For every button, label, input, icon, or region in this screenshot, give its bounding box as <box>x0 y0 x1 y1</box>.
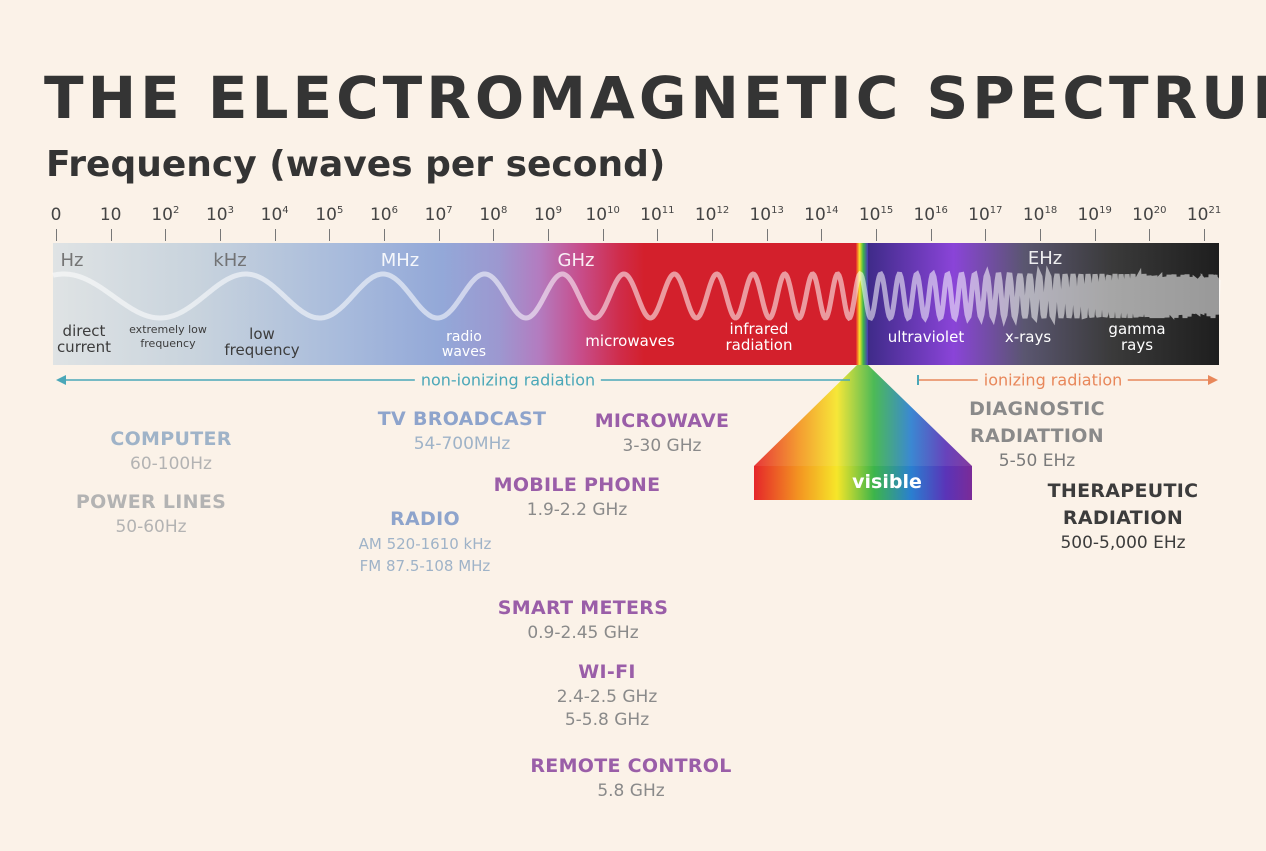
axis-tick-mark <box>985 229 987 241</box>
axis-tick-label: 103 <box>205 205 235 225</box>
unit-hz: Hz <box>60 250 84 271</box>
axis-tick-mark <box>493 229 495 241</box>
axis-tick-label: 1013 <box>749 205 784 225</box>
band-ultraviolet: ultraviolet <box>887 328 965 346</box>
app-remote-control: REMOTE CONTROL 5.8 GHz <box>530 755 732 801</box>
unit-mhz: MHz <box>380 250 420 271</box>
page-subtitle: Frequency (waves per second) <box>46 144 666 185</box>
axis-tick-label: 104 <box>260 205 289 225</box>
axis-tick-label: 105 <box>315 205 344 225</box>
axis-tick-label: 1011 <box>640 205 675 225</box>
band-direct-current: direct current <box>56 322 112 356</box>
axis-tick-mark <box>329 229 331 241</box>
axis-tick-label: 1014 <box>804 205 839 225</box>
wave-line <box>52 265 1221 327</box>
band-infrared: infrared radiation <box>725 320 793 354</box>
axis-tick-label: 10 <box>99 205 122 225</box>
app-radio: RADIO AM 520-1610 kHz FM 87.5-108 MHz <box>358 508 492 575</box>
axis-tick-mark <box>712 229 713 241</box>
axis-tick-mark <box>766 229 768 241</box>
band-visible: visible <box>852 471 922 493</box>
axis-tick-mark <box>1094 229 1096 241</box>
axis-tick-label: 1020 <box>1132 205 1167 225</box>
axis-tick-label: 109 <box>533 205 563 225</box>
app-tv-broadcast: TV BROADCAST 54-700MHz <box>377 408 547 454</box>
axis-tick-label: 0 <box>50 205 62 225</box>
band-extremely-low-frequency: extremely low frequency <box>129 323 207 351</box>
axis-tick-label: 1012 <box>694 205 730 225</box>
axis-tick-label: 1017 <box>968 205 1003 225</box>
axis-tick-label: 108 <box>479 205 508 225</box>
app-microwave: MICROWAVE 3-30 GHz <box>594 410 730 456</box>
band-radio-waves: radio waves <box>441 329 487 360</box>
ionizing-label: ionizing radiation <box>977 370 1129 390</box>
axis-tick-label: 1015 <box>858 205 894 225</box>
app-wifi: WI-FI 2.4-2.5 GHz 5-5.8 GHz <box>556 661 658 730</box>
axis-tick-mark <box>438 229 440 241</box>
page-title: THE ELECTROMAGNETIC SPECTRUM <box>44 64 1266 132</box>
band-gamma-rays: gamma rays <box>1108 320 1166 354</box>
axis-tick-mark <box>602 229 604 241</box>
axis-tick-mark <box>384 229 385 241</box>
band-microwaves: microwaves <box>585 332 675 350</box>
unit-ehz: EHz <box>1027 248 1063 269</box>
axis-tick-label: 106 <box>369 205 399 225</box>
axis-tick-mark <box>548 229 549 241</box>
axis-tick-mark <box>1040 229 1041 241</box>
axis-tick-mark <box>657 229 659 241</box>
app-therapeutic-radiation: THERAPEUTIC RADIATION 500-5,000 EHz <box>1047 480 1199 553</box>
axis-tick-label: 1010 <box>585 205 620 225</box>
visible-base <box>754 466 972 500</box>
axis-tick-label: 1016 <box>913 205 948 225</box>
app-mobile-phone: MOBILE PHONE 1.9-2.2 GHz <box>493 474 661 520</box>
non-ionizing-arrowhead <box>56 375 66 385</box>
app-power-lines: POWER LINES 50-60Hz <box>75 491 227 537</box>
axis-tick-mark <box>1149 229 1151 241</box>
axis-tick-mark <box>274 229 276 241</box>
unit-khz: kHz <box>213 250 247 271</box>
axis-tick-label: 1021 <box>1186 205 1222 225</box>
axis-tick-mark <box>220 229 221 241</box>
band-xrays: x-rays <box>1004 328 1052 346</box>
axis-tick-label: 1019 <box>1077 205 1112 225</box>
axis-tick-label: 107 <box>424 205 453 225</box>
band-low-frequency: low frequency <box>224 325 300 359</box>
unit-ghz: GHz <box>557 250 595 271</box>
axis-tick-mark <box>165 229 167 241</box>
visible-prism <box>754 365 972 466</box>
ionizing-arrowhead <box>1208 375 1218 385</box>
axis-tick-label: 1018 <box>1022 205 1058 225</box>
app-diagnostic-radiation: DIAGNOSTIC RADIATTION 5-50 EHz <box>969 398 1105 471</box>
axis-tick-mark <box>930 229 932 241</box>
axis-tick-mark <box>1204 229 1205 241</box>
axis-tick-mark <box>821 229 823 241</box>
axis-tick-mark <box>110 229 112 241</box>
axis-tick-mark <box>56 229 57 241</box>
axis-tick-label: 102 <box>151 205 180 225</box>
app-smart-meters: SMART METERS 0.9-2.45 GHz <box>497 597 669 643</box>
non-ionizing-label: non-ionizing radiation <box>414 370 602 390</box>
axis-tick-mark <box>876 229 877 241</box>
app-computer: COMPUTER 60-100Hz <box>110 428 232 474</box>
